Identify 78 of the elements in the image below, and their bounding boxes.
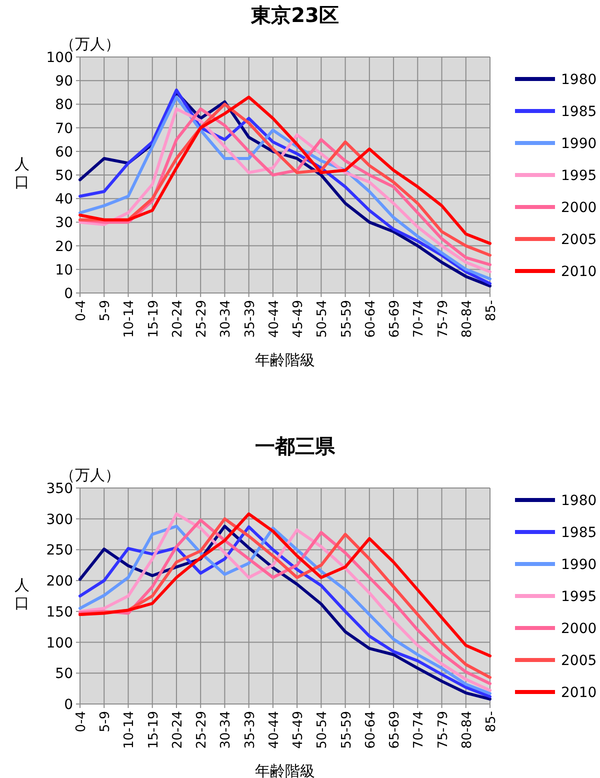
x-tick-label: 70-74 (412, 711, 427, 749)
x-tick-label: 40-44 (266, 300, 282, 338)
y-tick-label: 50 (55, 168, 73, 184)
y-tick-label: 50 (55, 666, 73, 682)
legend-label: 2010 (561, 264, 597, 280)
x-tick-label: 35-39 (242, 711, 258, 749)
legend-label: 1985 (561, 104, 597, 120)
x-tick-label: 30-34 (218, 300, 234, 338)
x-tick-label: 10-14 (122, 300, 138, 338)
legend-label: 2010 (561, 685, 597, 701)
x-tick-label: 50-54 (315, 300, 330, 338)
line-series (78, 512, 492, 658)
y-tick-label: 40 (55, 192, 73, 208)
x-tick-label: 80-84 (460, 711, 475, 749)
x-tick-label: 45-49 (291, 711, 306, 749)
x-tick-label: 35-39 (242, 300, 258, 338)
chart-title: 一都三県 (255, 434, 336, 458)
y-tick-label: 100 (46, 635, 73, 652)
x-tick-label: 0-4 (74, 300, 89, 322)
y-tick-label: 70 (55, 120, 73, 137)
y-tick-label: 80 (55, 97, 73, 114)
legend-label: 1990 (561, 557, 597, 573)
x-tick-label: 45-49 (291, 300, 306, 338)
legend-label: 1985 (561, 525, 597, 541)
text: （万人） (60, 35, 120, 53)
x-tick-label: 10-14 (122, 711, 138, 749)
x-tick-label: 55-59 (339, 711, 354, 749)
chart-title: 東京23区 (250, 3, 339, 27)
x-tick-label: 65-69 (388, 300, 403, 338)
y-tick-label: 0 (64, 286, 73, 302)
y-tick-label: 200 (46, 574, 73, 590)
x-tick-label: 25-29 (194, 300, 210, 338)
x-tick-label: 30-34 (218, 711, 234, 749)
x-tick-label: 15-19 (146, 300, 162, 338)
x-axis-title: 年齢階級 (255, 762, 315, 778)
y-tick-label: 30 (55, 215, 73, 232)
x-tick-label: 60-64 (363, 711, 378, 749)
y-axis-title: 人口 (14, 155, 30, 191)
y-tick-label: 10 (55, 262, 73, 278)
x-tick-label: 15-19 (146, 711, 162, 749)
x-tick-label: 5-9 (98, 711, 114, 732)
x-tick-label: 20-24 (170, 711, 186, 749)
x-tick-label: 55-59 (339, 300, 354, 338)
y-tick-label: 90 (55, 74, 73, 90)
y-axis-title: 人口 (14, 576, 30, 612)
x-tick-label: 85- (484, 300, 499, 322)
legend-label: 2000 (561, 621, 597, 637)
y-tick-label: 250 (46, 542, 73, 559)
y-tick-label: 0 (64, 697, 73, 713)
legend-label: 2000 (561, 200, 597, 216)
x-tick-label: 85- (484, 710, 499, 732)
legend-label: 1995 (561, 168, 597, 184)
legend-label: 1980 (561, 72, 597, 88)
legend-label: 2005 (561, 653, 597, 669)
x-tick-label: 75-79 (436, 300, 451, 338)
text: （万人） (60, 466, 120, 484)
y-tick-label: 60 (55, 144, 73, 160)
x-tick-label: 80-84 (460, 300, 475, 338)
x-tick-label: 70-74 (412, 300, 427, 338)
y-tick-label: 100 (46, 50, 73, 66)
x-axis-title: 年齢階級 (255, 351, 315, 369)
y-tick-label: 20 (55, 238, 73, 255)
x-tick-label: 65-69 (388, 711, 403, 749)
y-tick-label: 150 (46, 604, 73, 620)
x-tick-label: 0-4 (74, 711, 89, 732)
x-tick-label: 40-44 (266, 711, 282, 749)
legend-label: 1990 (561, 136, 597, 152)
x-tick-label: 5-9 (98, 300, 114, 322)
x-tick-label: 60-64 (363, 300, 378, 338)
x-tick-label: 50-54 (315, 711, 330, 749)
x-tick-label: 20-24 (170, 300, 186, 338)
legend-label: 2005 (561, 232, 597, 248)
legend-label: 1980 (561, 493, 597, 509)
y-tick-label: 300 (46, 512, 73, 528)
legend-label: 1995 (561, 589, 597, 605)
x-tick-label: 25-29 (194, 711, 210, 749)
y-tick-label: 350 (46, 481, 73, 497)
x-tick-label: 75-79 (436, 711, 451, 749)
